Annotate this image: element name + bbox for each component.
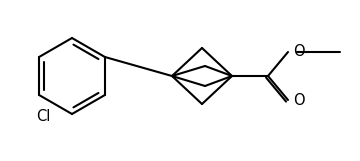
Text: O: O [293, 93, 305, 108]
Text: O: O [293, 43, 305, 58]
Text: Cl: Cl [36, 109, 50, 124]
